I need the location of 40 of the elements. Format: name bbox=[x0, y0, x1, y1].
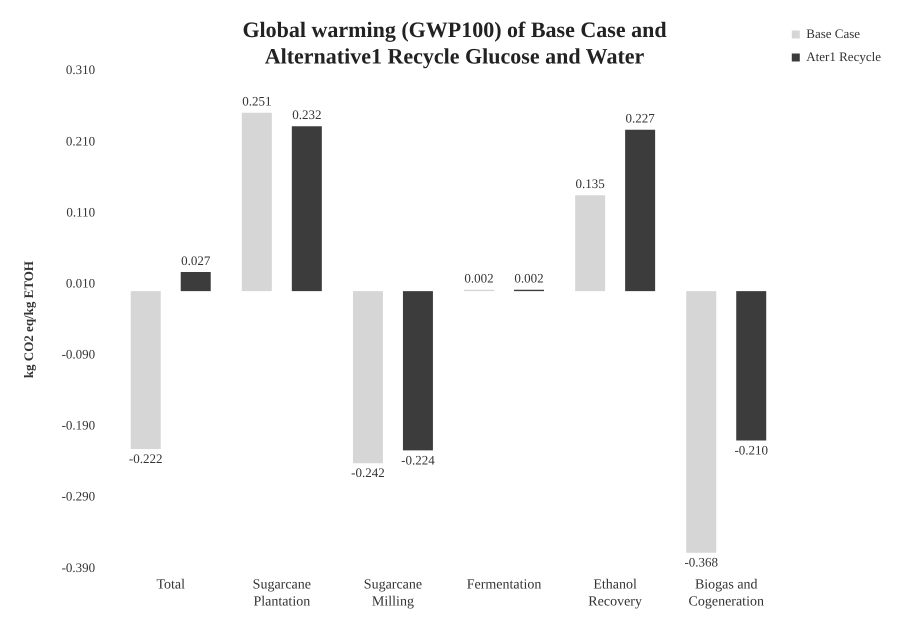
y-tick-label: 0.310 bbox=[66, 62, 96, 78]
legend-label: Base Case bbox=[806, 26, 860, 41]
bar bbox=[242, 112, 272, 292]
y-tick-label: -0.190 bbox=[62, 418, 96, 433]
data-label: -0.368 bbox=[684, 554, 718, 570]
y-tick-label: -0.390 bbox=[62, 560, 96, 575]
data-label: 0.251 bbox=[242, 94, 272, 109]
y-tick-label: -0.090 bbox=[62, 346, 96, 362]
chart-title: Global warming (GWP100) of Base Case and Alternative1 Recycle Glucose and Water bbox=[242, 16, 667, 68]
y-tick-label: 0.110 bbox=[66, 204, 96, 220]
data-label: 0.002 bbox=[464, 270, 494, 286]
data-label: 0.227 bbox=[626, 110, 656, 126]
x-tick-label: Fermentation bbox=[466, 577, 542, 592]
bar bbox=[352, 291, 383, 464]
data-label: -0.222 bbox=[128, 450, 163, 466]
bar bbox=[736, 291, 766, 440]
data-label: -0.210 bbox=[734, 442, 768, 458]
y-tick-label: 0.210 bbox=[66, 133, 96, 148]
bar bbox=[402, 291, 433, 450]
data-label: 0.232 bbox=[292, 107, 322, 122]
y-axis-title: kg CO2 eq/kg ETOH bbox=[21, 261, 36, 378]
data-label: 0.135 bbox=[576, 176, 605, 192]
bar bbox=[686, 291, 716, 553]
x-tick-label: Biogas and Cogeneration bbox=[688, 577, 764, 610]
bar bbox=[292, 126, 322, 292]
x-tick-label: Ethanol Recovery bbox=[588, 577, 642, 610]
data-label: 0.002 bbox=[514, 270, 544, 286]
legend-label: Ater1 Recycle bbox=[806, 48, 882, 64]
x-tick-label: Total bbox=[156, 577, 186, 592]
x-tick-label: Sugarcane Milling bbox=[364, 577, 422, 610]
bar bbox=[180, 272, 211, 292]
bar bbox=[625, 130, 656, 292]
bar bbox=[575, 195, 606, 292]
data-label: -0.224 bbox=[401, 452, 436, 468]
bar bbox=[130, 291, 161, 449]
y-tick-label: 0.010 bbox=[66, 275, 96, 290]
y-tick-label: -0.290 bbox=[62, 488, 96, 504]
x-tick-label: Sugarcane Plantation bbox=[252, 577, 311, 610]
data-label: 0.027 bbox=[181, 252, 211, 268]
data-label: -0.242 bbox=[351, 465, 385, 480]
